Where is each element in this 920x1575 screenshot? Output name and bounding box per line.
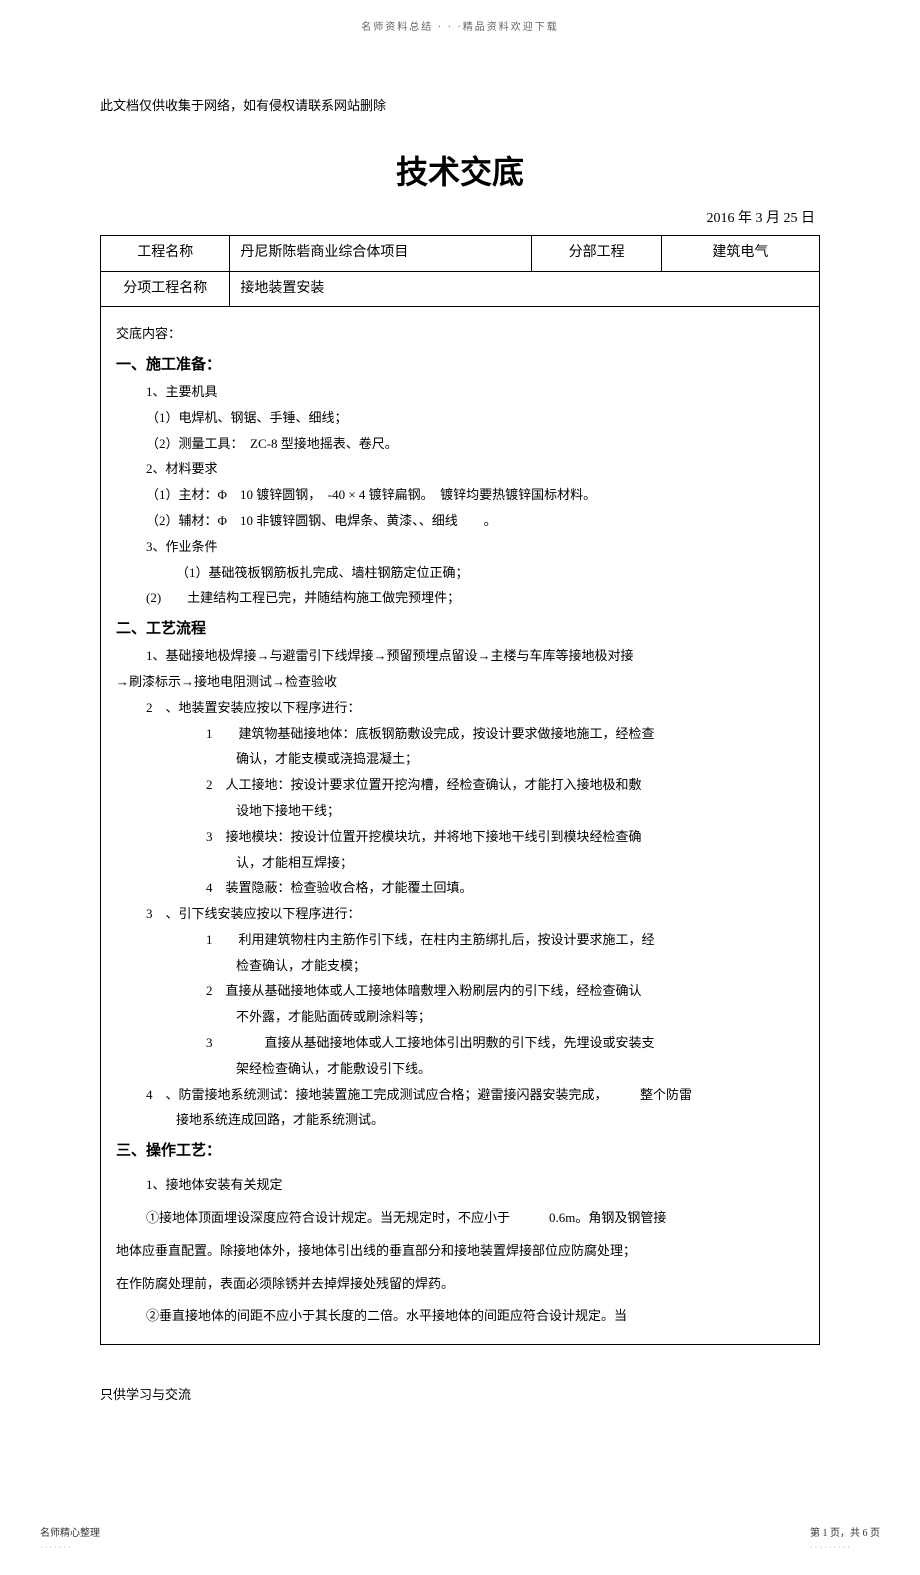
header-note: 名师资料总结 · · ·精品资料欢迎下载	[0, 20, 920, 36]
section2-item2-2-cont: 设地下接地干线；	[116, 801, 804, 822]
footer: 名师精心整理 · · · · · · · 第 1 页，共 6 页 · · · ·…	[0, 1526, 920, 1555]
section3-item1-2: ②垂直接地体的间距不应小于其长度的二倍。水平接地体的间距应符合设计规定。当	[116, 1306, 804, 1327]
subitem-label: 分项工程名称	[101, 271, 230, 306]
section1-item1-2: （2）测量工具： ZC-8 型接地摇表、卷尺。	[116, 434, 804, 455]
section1-item1-1: （1）电焊机、钢锯、手锤、细线；	[116, 408, 804, 429]
section1-item2-1: （1）主材：Φ 10 镀锌圆钢， -40 × 4 镀锌扁钢。 镀锌均要热镀锌国标…	[116, 485, 804, 506]
section3-item1-1: ①接地体顶面埋设深度应符合设计规定。当无规定时，不应小于 0.6m。角钢及钢管接	[116, 1208, 804, 1229]
subitem-value: 接地装置安装	[230, 271, 820, 306]
main-content: 交底内容： 一、施工准备： 1、主要机具 （1）电焊机、钢锯、手锤、细线； （2…	[100, 307, 820, 1345]
subproject-label: 分部工程	[532, 236, 661, 271]
section2-item3-2: 2 直接从基础接地体或人工接地体暗敷埋入粉刷层内的引下线，经检查确认	[116, 981, 804, 1002]
subproject-value: 建筑电气	[661, 236, 819, 271]
section2-item3-3-cont: 架经检查确认，才能敷设引下线。	[116, 1059, 804, 1080]
section2-item3-2-cont: 不外露，才能贴面砖或刷涂料等；	[116, 1007, 804, 1028]
section1-item3-2: (2) 土建结构工程已完，并随结构施工做完预埋件；	[116, 588, 804, 609]
project-name-value: 丹尼斯陈砦商业综合体项目	[230, 236, 532, 271]
section2-item3-1-cont: 检查确认，才能支模；	[116, 956, 804, 977]
section2-item2: 2 、地装置安装应按以下程序进行：	[116, 698, 804, 719]
section2-item2-1-cont: 确认，才能支模或浇捣混凝土；	[116, 749, 804, 770]
section2-item2-3-cont: 认，才能相互焊接；	[116, 853, 804, 874]
footer-right-dots: · · · · · · · · ·	[810, 1542, 880, 1555]
section2-title: 二、工艺流程	[116, 617, 804, 641]
document-title: 技术交底	[100, 147, 820, 198]
section1-item2: 2、材料要求	[116, 459, 804, 480]
document-date: 2016 年 3 月 25 日	[100, 208, 820, 230]
section3-item1: 1、接地体安装有关规定	[116, 1175, 804, 1196]
section3-item1-1-cont: 地体应垂直配置。除接地体外，接地体引出线的垂直部分和接地装置焊接部位应防腐处理；	[116, 1241, 804, 1262]
section2-item2-2: 2 人工接地：按设计要求位置开挖沟槽，经检查确认，才能打入接地极和敷	[116, 775, 804, 796]
table-row: 工程名称 丹尼斯陈砦商业综合体项目 分部工程 建筑电气	[101, 236, 820, 271]
footer-left: 名师精心整理 · · · · · · ·	[40, 1526, 100, 1555]
project-name-label: 工程名称	[101, 236, 230, 271]
section1-item3-1: （1）基础筏板钢筋板扎完成、墙柱钢筋定位正确；	[116, 563, 804, 584]
section2-item1: 1、基础接地极焊接→与避雷引下线焊接→预留预埋点留设→主楼与车库等接地极对接	[116, 646, 804, 667]
section2-item2-3: 3 接地模块：按设计位置开挖模块坑，并将地下接地干线引到模块经检查确	[116, 827, 804, 848]
intro-text: 交底内容：	[116, 324, 804, 345]
section2-item2-1: 1 建筑物基础接地体：底板钢筋敷设完成，按设计要求做接地施工，经检查	[116, 724, 804, 745]
footer-left-text: 名师精心整理	[40, 1526, 100, 1542]
section1-item3: 3、作业条件	[116, 537, 804, 558]
section1-title: 一、施工准备：	[116, 353, 804, 377]
section2-item4: 4 、防雷接地系统测试：接地装置施工完成测试应合格；避雷接闪器安装完成， 整个防…	[116, 1085, 804, 1106]
info-table: 工程名称 丹尼斯陈砦商业综合体项目 分部工程 建筑电气 分项工程名称 接地装置安…	[100, 235, 820, 307]
footer-right-text: 第 1 页，共 6 页	[810, 1526, 880, 1542]
section2-item4-cont: 接地系统连成回路，才能系统测试。	[116, 1110, 804, 1131]
footer-right: 第 1 页，共 6 页 · · · · · · · · ·	[810, 1526, 880, 1555]
table-row: 分项工程名称 接地装置安装	[101, 271, 820, 306]
section2-item3-3: 3 直接从基础接地体或人工接地体引出明敷的引下线，先埋设或安装支	[116, 1033, 804, 1054]
section2-item1-cont: →刷漆标示→接地电阻测试→检查验收	[116, 672, 804, 693]
collection-note: 此文档仅供收集于网络，如有侵权请联系网站删除	[100, 96, 820, 117]
study-note: 只供学习与交流	[100, 1385, 820, 1406]
section3-title: 三、操作工艺：	[116, 1139, 804, 1163]
section2-item2-4: 4 装置隐蔽：检查验收合格，才能覆土回填。	[116, 878, 804, 899]
section3-item1-1-cont2: 在作防腐处理前，表面必须除锈并去掉焊接处残留的焊药。	[116, 1274, 804, 1295]
section1-item1: 1、主要机具	[116, 382, 804, 403]
section2-item3: 3 、引下线安装应按以下程序进行：	[116, 904, 804, 925]
section2-item3-1: 1 利用建筑物柱内主筋作引下线，在柱内主筋绑扎后，按设计要求施工，经	[116, 930, 804, 951]
section1-item2-2: （2）辅材：Φ 10 非镀锌圆钢、电焊条、黄漆、、细线 。	[116, 511, 804, 532]
footer-left-dots: · · · · · · ·	[40, 1542, 100, 1555]
